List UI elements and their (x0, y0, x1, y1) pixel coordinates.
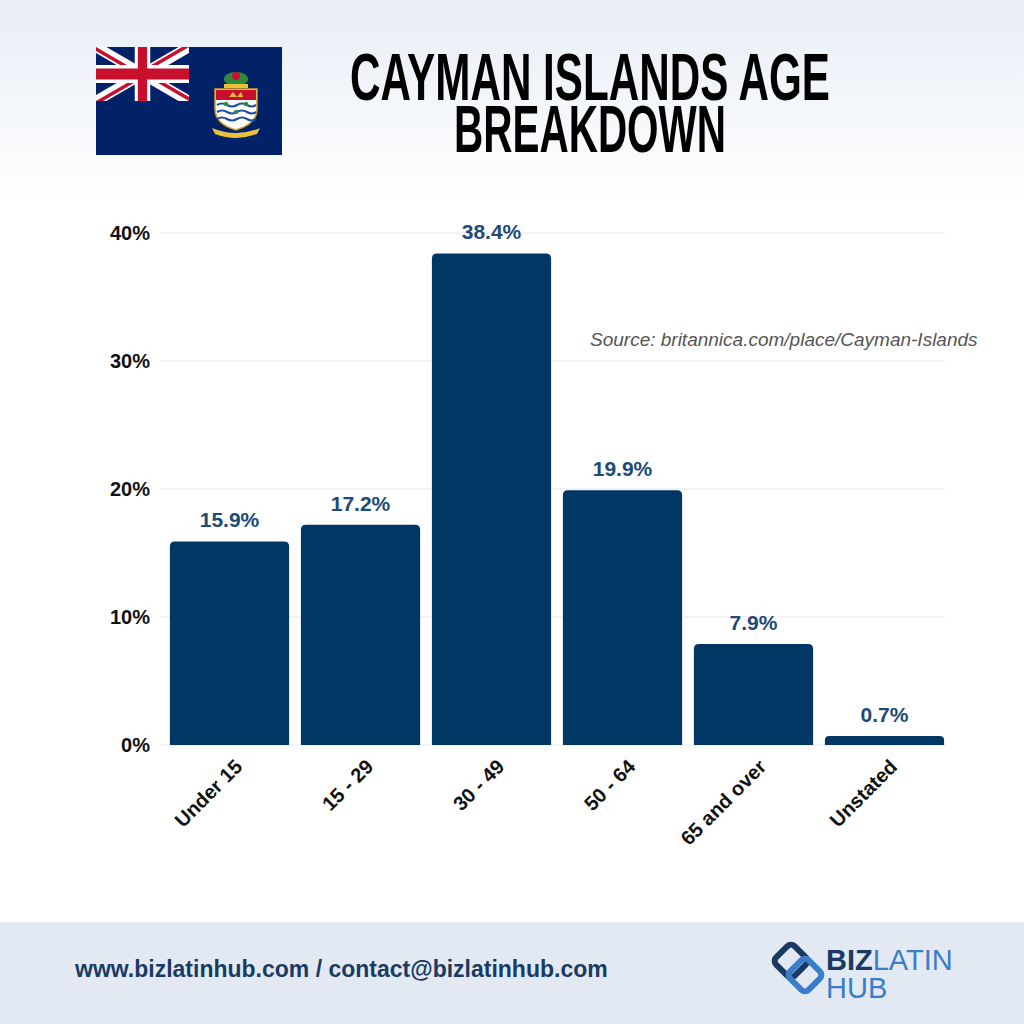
scroll (212, 128, 260, 138)
source-note: Source: britannica.com/place/Cayman-Isla… (590, 329, 978, 350)
title: BREAKDOWN (454, 92, 726, 166)
background (0, 0, 1024, 1024)
shield-star (234, 110, 238, 114)
data-label: 7.9% (730, 611, 778, 634)
chart-root: CAYMAN ISLANDS AGEBREAKDOWN0%10%20%30%40… (0, 0, 1024, 1024)
grid-line (160, 233, 945, 234)
crest-wreath (224, 84, 248, 88)
uj-saltire (96, 47, 189, 101)
chart-svg: CAYMAN ISLANDS AGEBREAKDOWN0%10%20%30%40… (0, 0, 1024, 1024)
shield (215, 89, 257, 130)
union-jack (96, 47, 189, 101)
bar (432, 253, 551, 745)
coat-of-arms (212, 72, 260, 138)
crest-leaves (224, 72, 248, 86)
bars (170, 253, 944, 745)
y-tick-label: 0% (121, 734, 150, 756)
shield-chief (216, 90, 256, 100)
uj-cross-red (96, 47, 189, 101)
shield-star (224, 102, 228, 106)
x-tick-label: Unstated (825, 755, 901, 831)
y-tick-label: 30% (110, 350, 150, 372)
flag-field (96, 47, 282, 155)
data-label: 15.9% (200, 508, 260, 531)
logo-hub: HUB (826, 972, 887, 1004)
logo-icon (787, 957, 824, 994)
bar (825, 736, 944, 745)
crest-top (232, 72, 240, 80)
x-tick-label: 65 and over (676, 755, 770, 849)
shield-wave (217, 111, 256, 114)
labels: 15.9% Under 15 17.2% 15 - 29 38.4% 30 - 49 19.… (170, 220, 909, 849)
footer-band (0, 922, 1024, 1024)
logo: BIZLATINHUB (773, 943, 953, 1004)
uj-field (96, 47, 189, 101)
data-label: 38.4% (462, 220, 522, 243)
footer-contact: www.bizlatinhub.com / contact@bizlatinhu… (74, 956, 608, 982)
uj-saltire-red (96, 47, 189, 101)
bar (563, 490, 682, 745)
shield-star (244, 102, 248, 106)
grid-line (160, 489, 945, 490)
shield-wave (217, 118, 256, 121)
y-axis: 0% 10% 20% 30% 40% (110, 222, 945, 756)
x-tick-label: 50 - 64 (580, 755, 640, 815)
union-jack-body (96, 47, 189, 101)
y-tick-label: 40% (110, 222, 150, 244)
bar (170, 541, 289, 745)
flag (96, 47, 282, 155)
bar (301, 525, 420, 745)
data-label: 0.7% (861, 703, 909, 726)
uj-cross (96, 47, 189, 101)
data-label: 19.9% (593, 457, 653, 480)
y-tick-label: 20% (110, 478, 150, 500)
data-label: 17.2% (331, 492, 391, 515)
shield-wave (217, 104, 256, 107)
grid-line (160, 361, 945, 362)
y-tick-label: 10% (110, 606, 150, 628)
bar (694, 644, 813, 745)
header-band (0, 0, 1024, 210)
x-tick-label: Under 15 (170, 755, 246, 831)
shield-lion (229, 92, 243, 97)
x-tick-label: 15 - 29 (318, 755, 378, 815)
x-tick-label: 30 - 49 (449, 755, 509, 815)
